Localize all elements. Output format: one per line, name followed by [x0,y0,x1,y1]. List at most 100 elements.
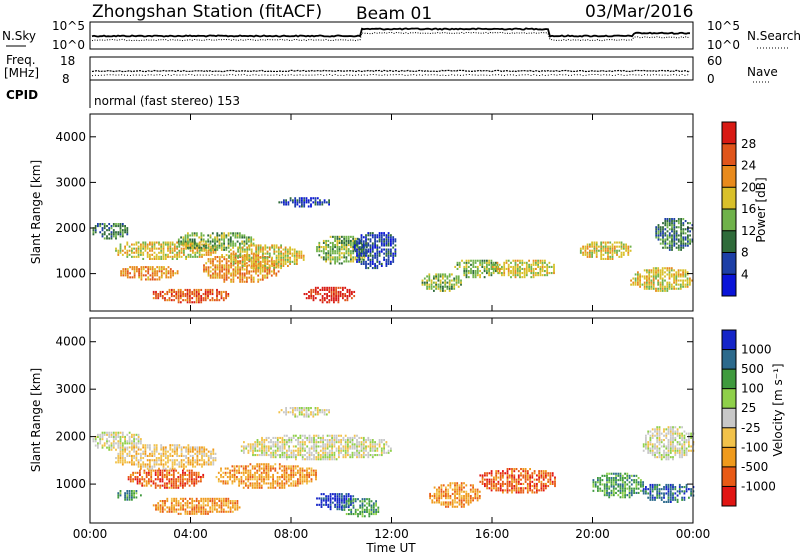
heatmap-cell [115,461,117,464]
heatmap-cell [360,234,363,237]
heatmap-cell [227,506,230,509]
heatmap-cell [234,274,237,277]
heatmap-cell [172,471,175,474]
heatmap-cell [325,501,327,504]
heatmap-cell [258,467,261,470]
heatmap-cell [457,275,460,278]
heatmap-cell [328,454,331,457]
heatmap-cell [367,242,370,245]
heatmap-cell [182,480,184,483]
heatmap-cell [502,485,504,488]
heatmap-cell [257,264,260,267]
heatmap-cell [173,504,175,507]
heatmap-cell [650,269,653,272]
heatmap-cell [458,503,461,506]
heatmap-cell [679,279,682,282]
heatmap-cell [353,240,356,243]
heatmap-cell [146,465,149,468]
heatmap-cell [119,450,122,453]
heatmap-cell [265,436,268,439]
heatmap-cell [505,259,508,262]
heatmap-cell [351,454,354,457]
heatmap-cell [212,274,214,277]
heatmap-cell [216,274,219,277]
heatmap-cell [664,285,666,288]
heatmap-cell [469,484,472,487]
heatmap-cell [164,450,167,453]
heatmap-cell [686,277,689,280]
heatmap-cell [197,480,200,483]
heatmap-cell [261,268,264,271]
heatmap-cell [298,197,301,200]
heatmap-cell [159,295,162,298]
heatmap-cell [365,238,367,241]
heatmap-cell [367,254,370,257]
heatmap-cell [310,288,313,291]
heatmap-cell [140,268,143,271]
heatmap-cell [313,449,315,452]
heatmap-cell [268,268,271,271]
heatmap-cell [469,488,472,491]
heatmap-cell [121,431,124,434]
heatmap-cell [282,264,285,267]
heatmap-cell [133,255,135,258]
heatmap-cell [274,469,277,472]
heatmap-cell [122,270,125,273]
heatmap-cell [374,443,376,446]
heatmap-cell [283,484,286,487]
heatmap-cell [135,446,138,449]
heatmap-cell [365,234,367,237]
heatmap-cell [657,273,660,276]
heatmap-cell [210,247,212,250]
heatmap-cell [158,257,160,260]
heatmap-cell [234,270,237,273]
heatmap-cell [258,478,261,481]
heatmap-cell [472,488,474,491]
heatmap-cell [184,497,187,500]
heatmap-cell [600,243,603,246]
heatmap-cell [193,480,196,483]
heatmap-cell [308,458,311,461]
heatmap-cell [172,473,175,476]
heatmap-cell [142,444,145,447]
heatmap-cell [254,476,256,479]
heatmap-cell [322,449,324,452]
heatmap-cell [677,246,680,249]
heatmap-cell [537,263,539,266]
heatmap-cell [643,285,646,288]
heatmap-cell [301,478,304,481]
heatmap-cell [176,255,178,258]
heatmap-cell [209,497,212,500]
heatmap-cell [103,225,106,228]
heatmap-cell [329,252,332,255]
heatmap-cell [164,463,167,466]
heatmap-cell [303,293,306,296]
heatmap-cell [334,235,336,238]
heatmap-cell [158,247,160,250]
nsky-trace [91,27,691,38]
heatmap-cell [387,244,390,247]
heatmap-cell [216,236,219,239]
heatmap-cell [519,265,521,268]
heatmap-cell [112,229,115,232]
heatmap-cell [474,490,477,493]
heatmap-cell [168,508,171,511]
heatmap-cell [297,471,299,474]
heatmap-cell [320,503,323,506]
heatmap-cell [162,467,165,470]
heatmap-cell [338,250,341,253]
heatmap-cell [365,439,367,442]
heatmap-cell [579,247,582,250]
heatmap-cell [223,246,225,249]
heatmap-cell [126,249,129,252]
heatmap-cell [528,263,530,266]
heatmap-cell [308,480,311,483]
heatmap-cell [216,276,219,279]
heatmap-cell [639,283,641,286]
heatmap-cell [285,465,288,468]
heatmap-cell [292,434,295,437]
heatmap-cell [205,248,207,251]
heatmap-cell [310,458,313,461]
heatmap-cell [321,201,324,204]
